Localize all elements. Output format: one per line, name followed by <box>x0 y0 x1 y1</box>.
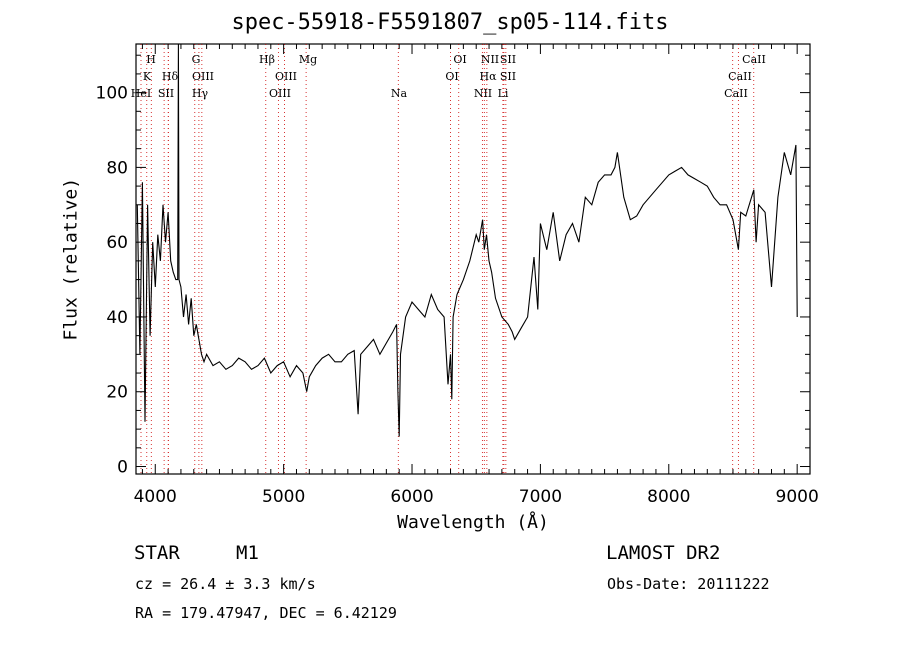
y-tick-label: 80 <box>106 158 128 178</box>
spectral-line-label: SII <box>500 53 516 66</box>
y-tick-label: 100 <box>96 84 128 104</box>
spectral-line-label: NII <box>474 87 492 100</box>
spectral-line-label: OIII <box>192 70 214 83</box>
spectral-line-label: G <box>192 53 201 66</box>
spectral-line-label: SII <box>158 87 174 100</box>
observation-date: Obs-Date: 20111222 <box>607 575 770 593</box>
spectral-line-label: Li <box>498 87 509 100</box>
spectral-line-label: CaII <box>728 70 752 83</box>
spectral-line-label: HeI <box>131 87 151 100</box>
x-tick-label: 6000 <box>390 487 433 507</box>
x-axis-ticks: 4000 5000 6000 7000 8000 9000 <box>134 44 819 507</box>
y-tick-label: 40 <box>106 308 128 328</box>
spectral-line-label: Hγ <box>192 87 209 100</box>
spectral-line-label: OIII <box>275 70 297 83</box>
y-tick-label: 60 <box>106 233 128 253</box>
y-axis-label: Flux (relative) <box>60 177 82 341</box>
x-axis-label: Wavelength (Å) <box>397 512 549 533</box>
object-subclass: M1 <box>236 542 259 564</box>
object-class: STAR <box>134 542 180 564</box>
x-tick-label: 9000 <box>776 487 819 507</box>
plot-frame <box>135 43 811 475</box>
x-tick-label: 7000 <box>519 487 562 507</box>
spectral-line-label: OIII <box>269 87 291 100</box>
spectral-line-label: K <box>143 70 152 83</box>
coordinates: RA = 179.47947, DEC = 6.42129 <box>135 604 397 622</box>
spectral-line-label: Mg <box>299 53 317 66</box>
y-axis-ticks: 0 20 40 60 80 100 <box>96 54 810 478</box>
spectral-line-label: Hα <box>479 70 497 83</box>
chart-title: spec-55918-F5591807_sp05-114.fits <box>231 10 669 35</box>
y-tick-label: 0 <box>117 458 128 478</box>
redshift-velocity: cz = 26.4 ± 3.3 km/s <box>135 575 316 593</box>
spectral-line-label: OI <box>453 53 466 66</box>
spectral-line-label: NII <box>481 53 499 66</box>
spectral-line-label: CaII <box>742 53 766 66</box>
spectral-line-label: H <box>146 53 156 66</box>
spectral-line-label: SII <box>500 70 516 83</box>
x-tick-label: 5000 <box>262 487 305 507</box>
spectral-line-label: OI <box>445 70 458 83</box>
survey-name: LAMOST DR2 <box>606 542 721 564</box>
spectral-line-label: Hβ <box>259 53 275 66</box>
spectral-line-label: Na <box>391 87 408 100</box>
spectral-line-label: Hδ <box>162 70 179 83</box>
spectrum-line <box>136 43 798 437</box>
x-tick-label: 4000 <box>134 487 177 507</box>
y-tick-label: 20 <box>106 383 128 403</box>
x-tick-label: 8000 <box>647 487 690 507</box>
spectral-line-label: CaII <box>724 87 748 100</box>
